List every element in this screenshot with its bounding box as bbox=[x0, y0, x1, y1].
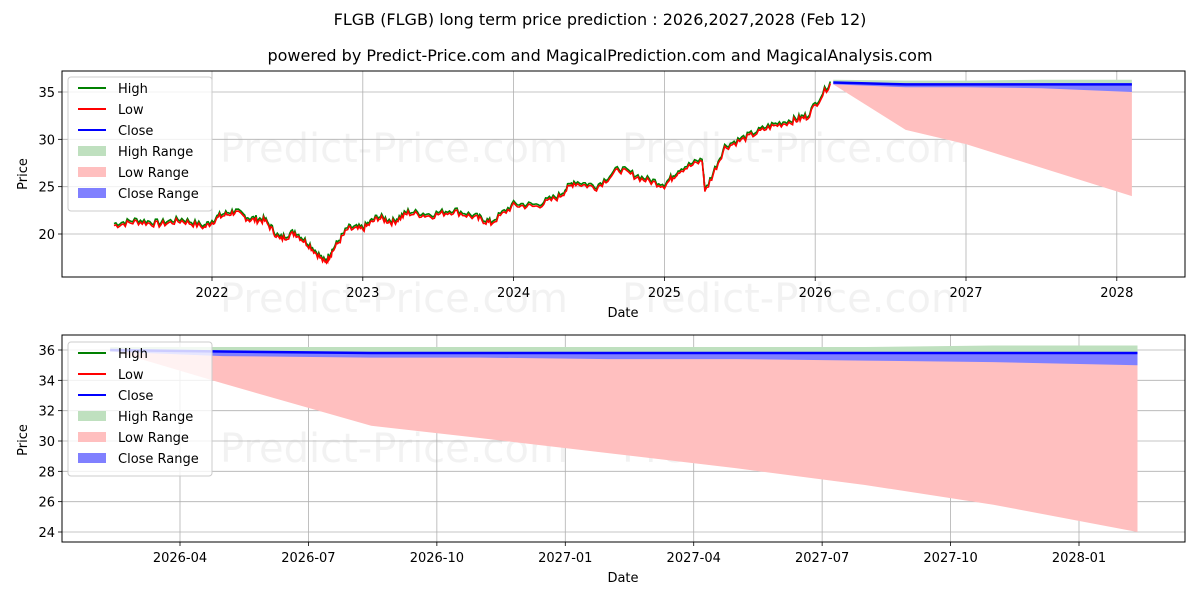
y-tick-label: 24 bbox=[38, 526, 55, 541]
low-range-band bbox=[110, 350, 1138, 532]
x-tick-label: 2026-04 bbox=[153, 551, 207, 566]
x-tick-label: 2028 bbox=[1100, 286, 1133, 301]
x-tick-label: 2023 bbox=[346, 286, 379, 301]
x-tick-label: 2026-07 bbox=[281, 551, 335, 566]
legend-box bbox=[67, 76, 213, 212]
legend-label-high-range: High Range bbox=[118, 410, 193, 425]
bottom-x-axis-label: Date bbox=[607, 571, 638, 586]
bottom-chart: Predict-Price.com Predict-Price.com 2026… bbox=[16, 334, 1186, 586]
x-tick-label: 2026-10 bbox=[410, 551, 464, 566]
y-tick-label: 30 bbox=[38, 435, 55, 450]
legend-swatch-low-range bbox=[78, 167, 106, 177]
watermark: Predict-Price.com bbox=[622, 126, 970, 172]
bottom-series bbox=[110, 345, 1138, 532]
watermark: Predict-Price.com bbox=[220, 126, 568, 172]
x-tick-label: 2026 bbox=[799, 286, 832, 301]
high-range-band bbox=[110, 345, 1138, 353]
y-tick-label: 28 bbox=[38, 465, 55, 480]
top-series bbox=[113, 79, 1132, 265]
close-line bbox=[833, 81, 1132, 86]
legend-swatch-high-range bbox=[78, 411, 106, 421]
legend-label-close: Close bbox=[118, 389, 153, 404]
y-tick-label: 35 bbox=[38, 86, 55, 101]
y-tick-label: 32 bbox=[38, 405, 55, 420]
low-line bbox=[113, 83, 832, 265]
bottom-legend: High Low Close High Range Low Range Close Ran… bbox=[67, 341, 213, 477]
x-tick-label: 2028-01 bbox=[1052, 551, 1106, 566]
x-tick-label: 2027-01 bbox=[538, 551, 592, 566]
legend-label-low: Low bbox=[118, 368, 144, 383]
close-line bbox=[110, 348, 1138, 355]
legend-label-low-range: Low Range bbox=[118, 431, 189, 446]
low-range-band bbox=[833, 82, 1132, 197]
legend-label-close: Close bbox=[118, 124, 153, 139]
legend-label-low: Low bbox=[118, 103, 144, 118]
top-axes-frame bbox=[61, 70, 1186, 278]
legend-label-high-range: High Range bbox=[118, 145, 193, 160]
y-tick-label: 30 bbox=[38, 133, 55, 148]
legend-box bbox=[67, 341, 213, 477]
x-tick-label: 2025 bbox=[648, 286, 681, 301]
x-tick-label: 2024 bbox=[497, 286, 530, 301]
legend-swatch-low-range bbox=[78, 432, 106, 442]
legend-label-close-range: Close Range bbox=[118, 187, 199, 202]
bottom-axes-frame bbox=[61, 334, 1186, 543]
y-tick-label: 20 bbox=[38, 228, 55, 243]
legend-label-low-range: Low Range bbox=[118, 166, 189, 181]
top-y-axis-label: Price bbox=[16, 158, 31, 190]
y-tick-label: 26 bbox=[38, 496, 55, 511]
bottom-axis-ticks: 2026-04 2026-07 2026-10 2027-01 2027-04 2027-… bbox=[38, 344, 1106, 566]
legend-swatch-close-range bbox=[78, 453, 106, 463]
watermark: Predict-Price.com bbox=[622, 276, 970, 322]
x-tick-label: 2027-10 bbox=[923, 551, 977, 566]
top-chart: Predict-Price.com Predict-Price.com Pred… bbox=[16, 70, 1186, 322]
top-x-axis-label: Date bbox=[607, 306, 638, 321]
chart-title: FLGB (FLGB) long term price prediction :… bbox=[333, 10, 867, 29]
legend-swatch-high-range bbox=[78, 146, 106, 156]
x-tick-label: 2022 bbox=[195, 286, 228, 301]
x-tick-label: 2027 bbox=[949, 286, 982, 301]
legend-swatch-close-range bbox=[78, 188, 106, 198]
bottom-y-axis-label: Price bbox=[16, 424, 31, 456]
x-tick-label: 2027-04 bbox=[667, 551, 721, 566]
y-tick-label: 25 bbox=[38, 181, 55, 196]
top-legend: High Low Close High Range Low Range Close Ran… bbox=[67, 76, 213, 212]
x-tick-label: 2027-07 bbox=[795, 551, 849, 566]
legend-label-high: High bbox=[118, 347, 148, 362]
legend-label-close-range: Close Range bbox=[118, 452, 199, 467]
chart-subtitle: powered by Predict-Price.com and Magical… bbox=[267, 46, 933, 65]
y-tick-label: 36 bbox=[38, 344, 55, 359]
y-tick-label: 34 bbox=[38, 374, 55, 389]
watermark: Predict-Price.com bbox=[220, 276, 568, 322]
legend-label-high: High bbox=[118, 82, 148, 97]
